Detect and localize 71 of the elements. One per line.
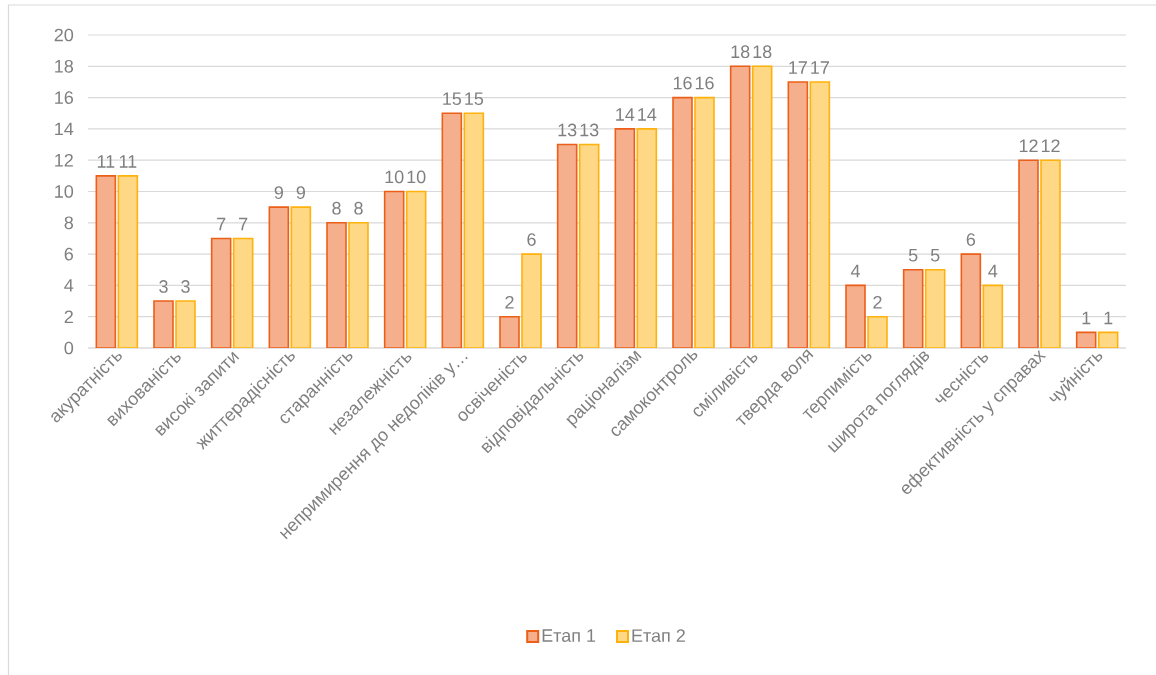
bar [232, 237, 254, 348]
legend-label: Етап 1 [542, 629, 596, 642]
data-label: 10 [407, 170, 426, 184]
data-label: 5 [930, 248, 940, 262]
data-label: 7 [239, 217, 248, 231]
y-tick-label: 12 [55, 153, 73, 167]
bar [636, 128, 658, 348]
data-label: 5 [908, 248, 918, 262]
data-label: 2 [873, 295, 882, 309]
data-label: 14 [616, 108, 635, 121]
y-tick-label: 0 [64, 341, 74, 355]
bar [441, 112, 463, 348]
data-label: 18 [753, 45, 772, 59]
data-label: 11 [97, 155, 115, 168]
y-tick-label: 8 [64, 216, 74, 230]
bar [556, 143, 578, 348]
bar [809, 81, 831, 348]
data-label: 13 [580, 123, 599, 137]
bar [463, 112, 485, 348]
data-label: 9 [296, 186, 305, 199]
data-label: 2 [505, 295, 514, 309]
data-label: 6 [527, 233, 536, 246]
data-label: 12 [1019, 139, 1038, 152]
data-label: 16 [695, 76, 714, 90]
y-tick-label: 14 [55, 122, 74, 136]
y-tick-label: 6 [64, 247, 74, 261]
data-label: 15 [465, 92, 484, 106]
data-label: 1 [1104, 311, 1113, 325]
bar [729, 65, 751, 348]
data-label: 3 [159, 280, 168, 293]
y-tick-label: 4 [64, 279, 74, 292]
bar [117, 175, 139, 348]
bar [210, 237, 232, 348]
y-tick-label: 10 [55, 185, 74, 198]
data-label: 7 [217, 217, 226, 231]
data-label: 17 [811, 61, 829, 74]
y-tick-label: 18 [55, 59, 74, 73]
data-label: 10 [385, 170, 404, 184]
legend-label: Етап 2 [632, 629, 685, 643]
data-label: 17 [789, 61, 807, 74]
bar [614, 128, 636, 348]
data-label: 18 [731, 45, 750, 59]
bar [578, 143, 600, 348]
data-label: 13 [558, 123, 577, 137]
bar [290, 206, 312, 348]
bar [902, 268, 924, 348]
data-label: 14 [638, 108, 657, 121]
bar [960, 253, 982, 348]
y-tick-label: 20 [54, 28, 74, 42]
bar [924, 268, 946, 348]
data-label: 16 [673, 76, 692, 90]
data-label: 8 [354, 201, 363, 215]
bar [751, 65, 773, 348]
data-label: 15 [443, 92, 462, 106]
data-label: 1 [1082, 311, 1091, 325]
bar [982, 284, 1004, 348]
data-label: 6 [966, 233, 976, 246]
data-label: 12 [1041, 139, 1060, 152]
data-label: 11 [119, 155, 137, 168]
data-label: 8 [332, 201, 341, 215]
bar [405, 190, 427, 348]
data-label: 3 [181, 280, 190, 293]
y-tick-label: 16 [55, 91, 74, 104]
data-label: 4 [988, 264, 998, 278]
bar [383, 190, 405, 348]
bar [787, 81, 809, 348]
data-label: 4 [850, 264, 860, 278]
bar [268, 206, 290, 348]
bar [95, 175, 117, 348]
data-label: 9 [274, 186, 283, 199]
y-tick-label: 2 [64, 310, 73, 323]
